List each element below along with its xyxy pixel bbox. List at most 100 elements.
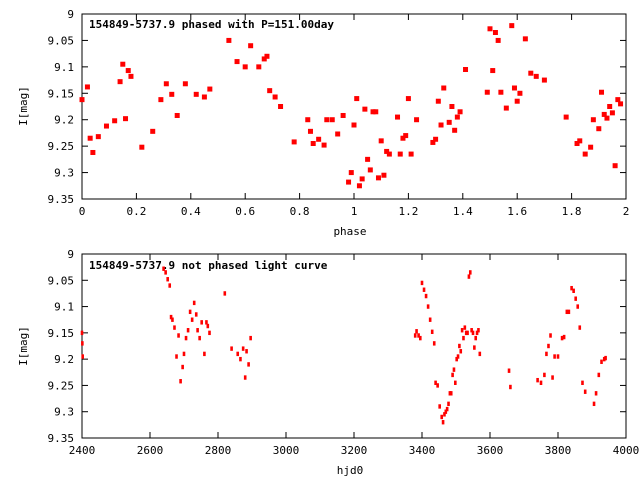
unphased-data-point [452,367,456,372]
phased-data-point [79,97,85,103]
phased-x-tick-label: 0.4 [181,205,201,218]
unphased-data-point [177,333,180,338]
unphased-data-point [241,346,245,351]
phased-data-point [430,139,436,145]
unphased-data-point [592,401,596,407]
phased-data-point [163,81,169,87]
phased-data-point [264,53,270,59]
phased-data-point [207,86,213,92]
unphased-data-point [560,335,564,341]
unphased-data-point [413,333,417,338]
unphased-data-point [574,296,577,301]
phased-x-tick-label: 1.8 [562,205,582,218]
unphased-data-point [430,329,434,335]
unphased-data-point [602,356,606,362]
unphased-data-point [249,335,252,341]
phased-data-point [316,136,322,142]
phased-data-point [487,26,493,32]
unphased-data-point [583,389,587,394]
phased-data-point [528,70,534,76]
unphased-data-point [236,351,240,357]
unphased-x-tick-label: 2600 [137,444,164,457]
unphased-data-point [539,380,543,385]
phased-data-point [310,141,316,146]
unphased-data-point [475,330,479,336]
phased-y-tick-label: 9.3 [54,167,74,180]
unphased-x-tick-label: 2800 [205,444,232,457]
phased-data-point [446,119,452,125]
unphased-data-point [194,312,198,317]
unphased-data-point [181,364,184,370]
phased-data-point [563,114,569,120]
phased-data-point [346,179,352,185]
unphased-y-tick-label: 9.3 [54,406,74,419]
unphased-data-point [467,274,471,279]
unphased-data-point [509,384,512,390]
unphased-data-point [230,346,233,351]
unphased-data-point [208,330,211,336]
unphased-data-point [162,266,165,271]
phased-data-point [362,106,368,112]
phased-data-point [329,117,335,123]
unphased-x-tick-label: 4000 [613,444,640,457]
phased-data-point [117,79,123,85]
unphased-data-point [470,328,473,333]
phased-data-point [291,139,297,145]
phased-data-point [123,116,129,122]
phased-data-point [201,94,207,100]
unphased-data-point [247,362,250,367]
unphased-y-axis-label: I[mag] [17,326,30,366]
phased-data-point [87,135,93,141]
phased-y-tick-label: 9.1 [54,61,74,74]
unphased-data-point [441,420,445,425]
unphased-data-point [464,330,468,336]
phased-data-point [452,127,458,133]
phased-data-point [367,167,373,173]
unphased-y-tick-label: 9.2 [54,353,74,366]
phased-data-point [226,37,232,43]
phased-data-point [615,97,621,103]
phased-data-point [414,117,420,123]
unphased-data-point [179,379,182,384]
unphased-data-point [245,349,248,354]
unphased-data-point [417,333,420,338]
phased-x-tick-label: 1.4 [453,205,473,218]
unphased-data-point [570,285,573,291]
phased-data-point [112,118,118,124]
phased-y-tick-label: 9 [67,8,74,21]
phased-data-point [370,109,376,115]
phased-data-point [582,151,588,157]
phased-data-point [174,112,180,118]
phased-x-tick-label: 0 [79,205,86,218]
phased-data-point [498,89,504,95]
phased-data-point [234,59,240,65]
phased-data-point [248,43,254,49]
phased-data-point [590,117,596,123]
unphased-light-curve-panel: 154849-5737.9 not phased light curve hjd… [17,248,639,477]
unphased-data-point [171,317,174,322]
phased-data-point [604,115,610,121]
unphased-data-point [594,391,598,396]
phased-data-point [359,176,365,182]
phased-data-point [490,68,496,74]
unphased-data-point [426,304,430,309]
phased-data-point [618,101,624,107]
phased-x-tick-label: 0.6 [235,205,255,218]
unphased-data-point [192,300,196,306]
unphased-y-tick-label: 9.35 [48,432,75,445]
phased-data-point [261,56,267,62]
phased-data-point [400,135,406,141]
unphased-data-point [474,335,478,341]
phased-data-point [193,91,199,97]
phased-data-point [596,126,602,132]
phased-data-point [522,36,528,42]
unphased-data-point [415,329,418,334]
unphased-y-tick-label: 9 [67,248,74,261]
unphased-x-tick-label: 3600 [477,444,504,457]
unphased-data-point [443,412,446,417]
phased-data-point [612,163,618,169]
unphased-data-point [182,351,186,357]
unphased-data-point [462,335,465,341]
unphased-y-tick-label: 9.25 [48,379,75,392]
